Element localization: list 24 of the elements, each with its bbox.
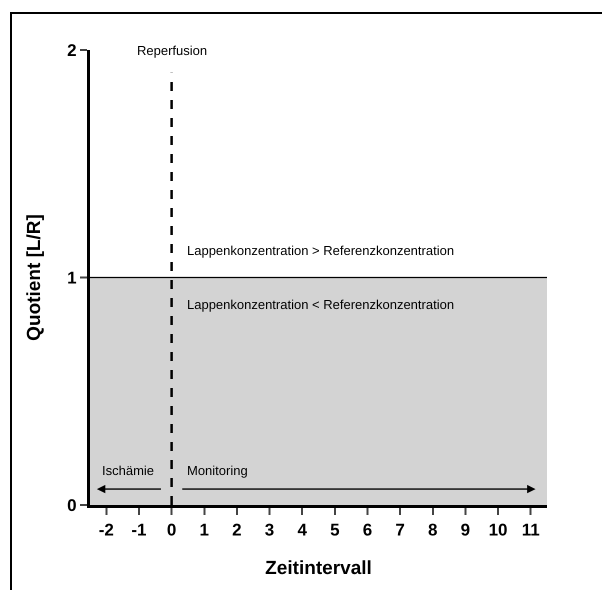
y-tick-label: 2 (67, 40, 77, 60)
x-tick-label: 6 (362, 520, 372, 540)
x-axis-title: Zeitintervall (265, 558, 372, 579)
annotation: Lappenkonzentration < Referenzkonzentration (187, 297, 454, 312)
annotation: Lappenkonzentration > Referenzkonzentration (187, 243, 454, 258)
y-tick-label: 1 (67, 268, 77, 288)
x-tick-label: 10 (488, 520, 508, 540)
annotation: Ischämie (102, 463, 154, 478)
x-tick-label: 9 (460, 520, 470, 540)
x-tick-label: -2 (98, 520, 114, 540)
x-tick-label: -1 (131, 520, 147, 540)
x-tick-label: 2 (232, 520, 242, 540)
x-tick-label: 4 (297, 520, 308, 540)
x-tick-label: 0 (166, 520, 176, 540)
y-tick-label: 0 (67, 496, 77, 515)
x-tick-label: 5 (330, 520, 340, 540)
x-tick-label: 1 (200, 520, 209, 540)
x-tick-label: 3 (264, 520, 274, 540)
annotation: Monitoring (187, 463, 248, 478)
x-tick-label: 7 (395, 520, 405, 540)
y-axis-title: Quotient [L/R] (24, 214, 45, 341)
ref-line-label: Reperfusion (137, 43, 208, 58)
x-tick-label: 8 (428, 520, 438, 540)
x-tick-label: 11 (522, 520, 540, 540)
